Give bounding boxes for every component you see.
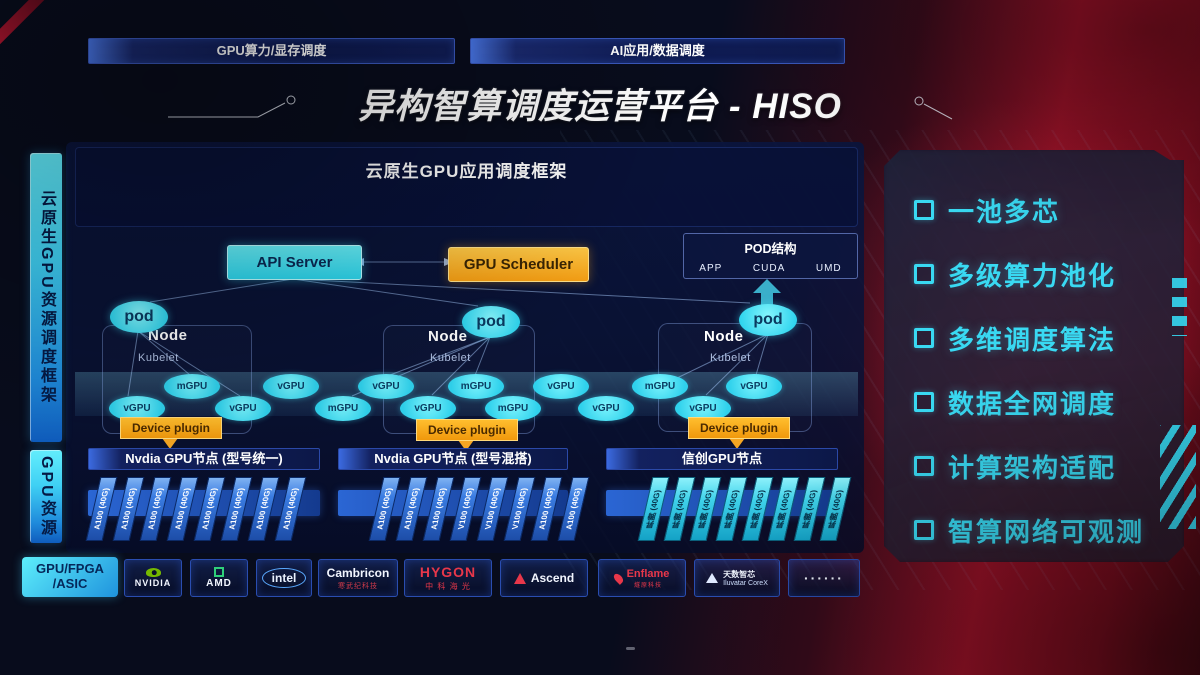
pod-item-cuda: CUDA (752, 263, 786, 274)
ascend-triangle-icon (513, 572, 526, 584)
pod-ellipse-1: pod (110, 301, 168, 333)
sidebar-framework-label: 云原生GPU资源调度框架 (38, 190, 55, 405)
feature-item: 智算网络可观测 (914, 512, 1144, 548)
vendor-hygon: HYGON 中 科 海 光 (404, 559, 492, 597)
corner-red-slash (0, 0, 51, 49)
vendor-iluvatar: 天数智芯 Iluvatar CoreX (694, 559, 780, 597)
gpu-row-mixed: Nvdia GPU节点 (型号混搭) (338, 448, 568, 470)
node2-kubelet-label: Kubelet (430, 352, 471, 364)
gpu-ellipse: vGPU (215, 396, 271, 421)
gpu-ellipse: vGPU (675, 396, 731, 421)
hazard-stripes-decoration (1160, 425, 1196, 529)
pod-structure-title: POD结构 (744, 242, 797, 256)
gpu-scheduler-box: GPU Scheduler (448, 247, 589, 282)
page-title: 异构智算调度运营平台 - HISO (358, 87, 842, 126)
gpu-ellipse: mGPU (164, 374, 220, 399)
feature-item: 数据全网调度 (914, 384, 1116, 420)
app-scheduling-panel: 云原生GPU应用调度框架 (75, 147, 858, 227)
nvidia-eye-icon (145, 568, 161, 577)
pod-ellipse-2: pod (462, 306, 520, 338)
api-server-box: API Server (227, 245, 362, 280)
gpu-ellipse: vGPU (263, 374, 319, 399)
device-plugin-3: Device plugin (688, 417, 790, 439)
vendor-nvidia: NVIDIA (124, 559, 182, 597)
gpu-fpga-asic-label: GPU/FPGA /ASIC (22, 557, 118, 597)
node3-label: Node (704, 328, 744, 345)
gpu-ellipse: vGPU (533, 374, 589, 399)
pod-structure-panel: POD结构 APP CUDA UMD (683, 233, 858, 279)
feature-item: 一池多芯 (914, 192, 1060, 228)
feature-item: 多维调度算法 (914, 320, 1116, 356)
gpu-ellipse: vGPU (358, 374, 414, 399)
bottom-center-dot (626, 647, 635, 650)
square-bullet-icon (914, 328, 934, 348)
intel-oval-logo: intel (261, 568, 307, 588)
gpu-ellipse: mGPU (485, 396, 541, 421)
feature-item: 多级算力池化 (914, 256, 1116, 292)
node1-label: Node (148, 327, 188, 344)
vendor-intel: intel (256, 559, 312, 597)
gpu-ellipse: mGPU (315, 396, 371, 421)
ai-data-scheduling-bar: AI应用/数据调度 (470, 38, 845, 64)
device-plugin-1: Device plugin (120, 417, 222, 439)
enflame-flame-icon (611, 571, 625, 585)
gpu-row-uniform: Nvdia GPU节点 (型号统一) (88, 448, 320, 470)
square-bullet-icon (914, 456, 934, 476)
sidebar-framework-bar: 云原生GPU资源调度框架 (30, 153, 62, 442)
gpu-compute-scheduling-bar: GPU算力/显存调度 (88, 38, 455, 64)
sidebar-gpu-bar: GPU资源 (30, 450, 62, 543)
square-bullet-icon (914, 200, 934, 220)
gpu-card-group-3: 昇腾 (40G) 昇腾 (40G) 昇腾 (40G) 昇腾 (40G) 昇腾 (… (606, 477, 852, 543)
gpu-row-domestic: 信创GPU节点 (606, 448, 838, 470)
sidebar-gpu-label: GPU资源 (38, 455, 55, 538)
square-bullet-icon (914, 392, 934, 412)
pod-item-umd: UMD (815, 263, 842, 274)
app-panel-title: 云原生GPU应用调度框架 (365, 162, 568, 181)
iluvatar-triangle-icon (706, 573, 719, 583)
gpu-ellipse: vGPU (400, 396, 456, 421)
amd-square-icon (214, 567, 224, 577)
vendor-more-dots: ······ (788, 559, 860, 597)
vendor-amd: AMD (190, 559, 248, 597)
edge-ticks-decoration (1172, 278, 1187, 336)
gpu-ellipse: vGPU (726, 374, 782, 399)
gpu-card-group-2: A100 (40G) A100 (40G) A100 (40G) V100 (4… (338, 477, 590, 543)
pod-ellipse-3: pod (739, 304, 797, 336)
gpu-ellipse: vGPU (109, 396, 165, 421)
gpu-ellipse: mGPU (448, 374, 504, 399)
vendor-enflame: Enflame 燧原科技 (598, 559, 686, 597)
gpu-ellipse: mGPU (632, 374, 688, 399)
gpu-card-group-1: A100 (40G) A100 (40G) A100 (40G) A100 (4… (85, 477, 322, 543)
device-plugin-2: Device plugin (416, 419, 518, 441)
node2-label: Node (428, 328, 468, 345)
card-band (338, 490, 568, 516)
node3-kubelet-label: Kubelet (710, 352, 751, 364)
node1-kubelet-label: Kubelet (138, 352, 179, 364)
vendor-ascend: Ascend (500, 559, 588, 597)
gpu-ellipse: vGPU (578, 396, 634, 421)
feature-item: 计算架构适配 (914, 448, 1116, 484)
pod-item-app: APP (699, 263, 723, 274)
square-bullet-icon (914, 264, 934, 284)
square-bullet-icon (914, 520, 934, 540)
feature-panel: 一池多芯 多级算力池化 多维调度算法 数据全网调度 计算架构适配 智算网络可观测 (884, 150, 1184, 562)
vendor-cambricon: Cambricon 寒武纪科技 (318, 559, 398, 597)
